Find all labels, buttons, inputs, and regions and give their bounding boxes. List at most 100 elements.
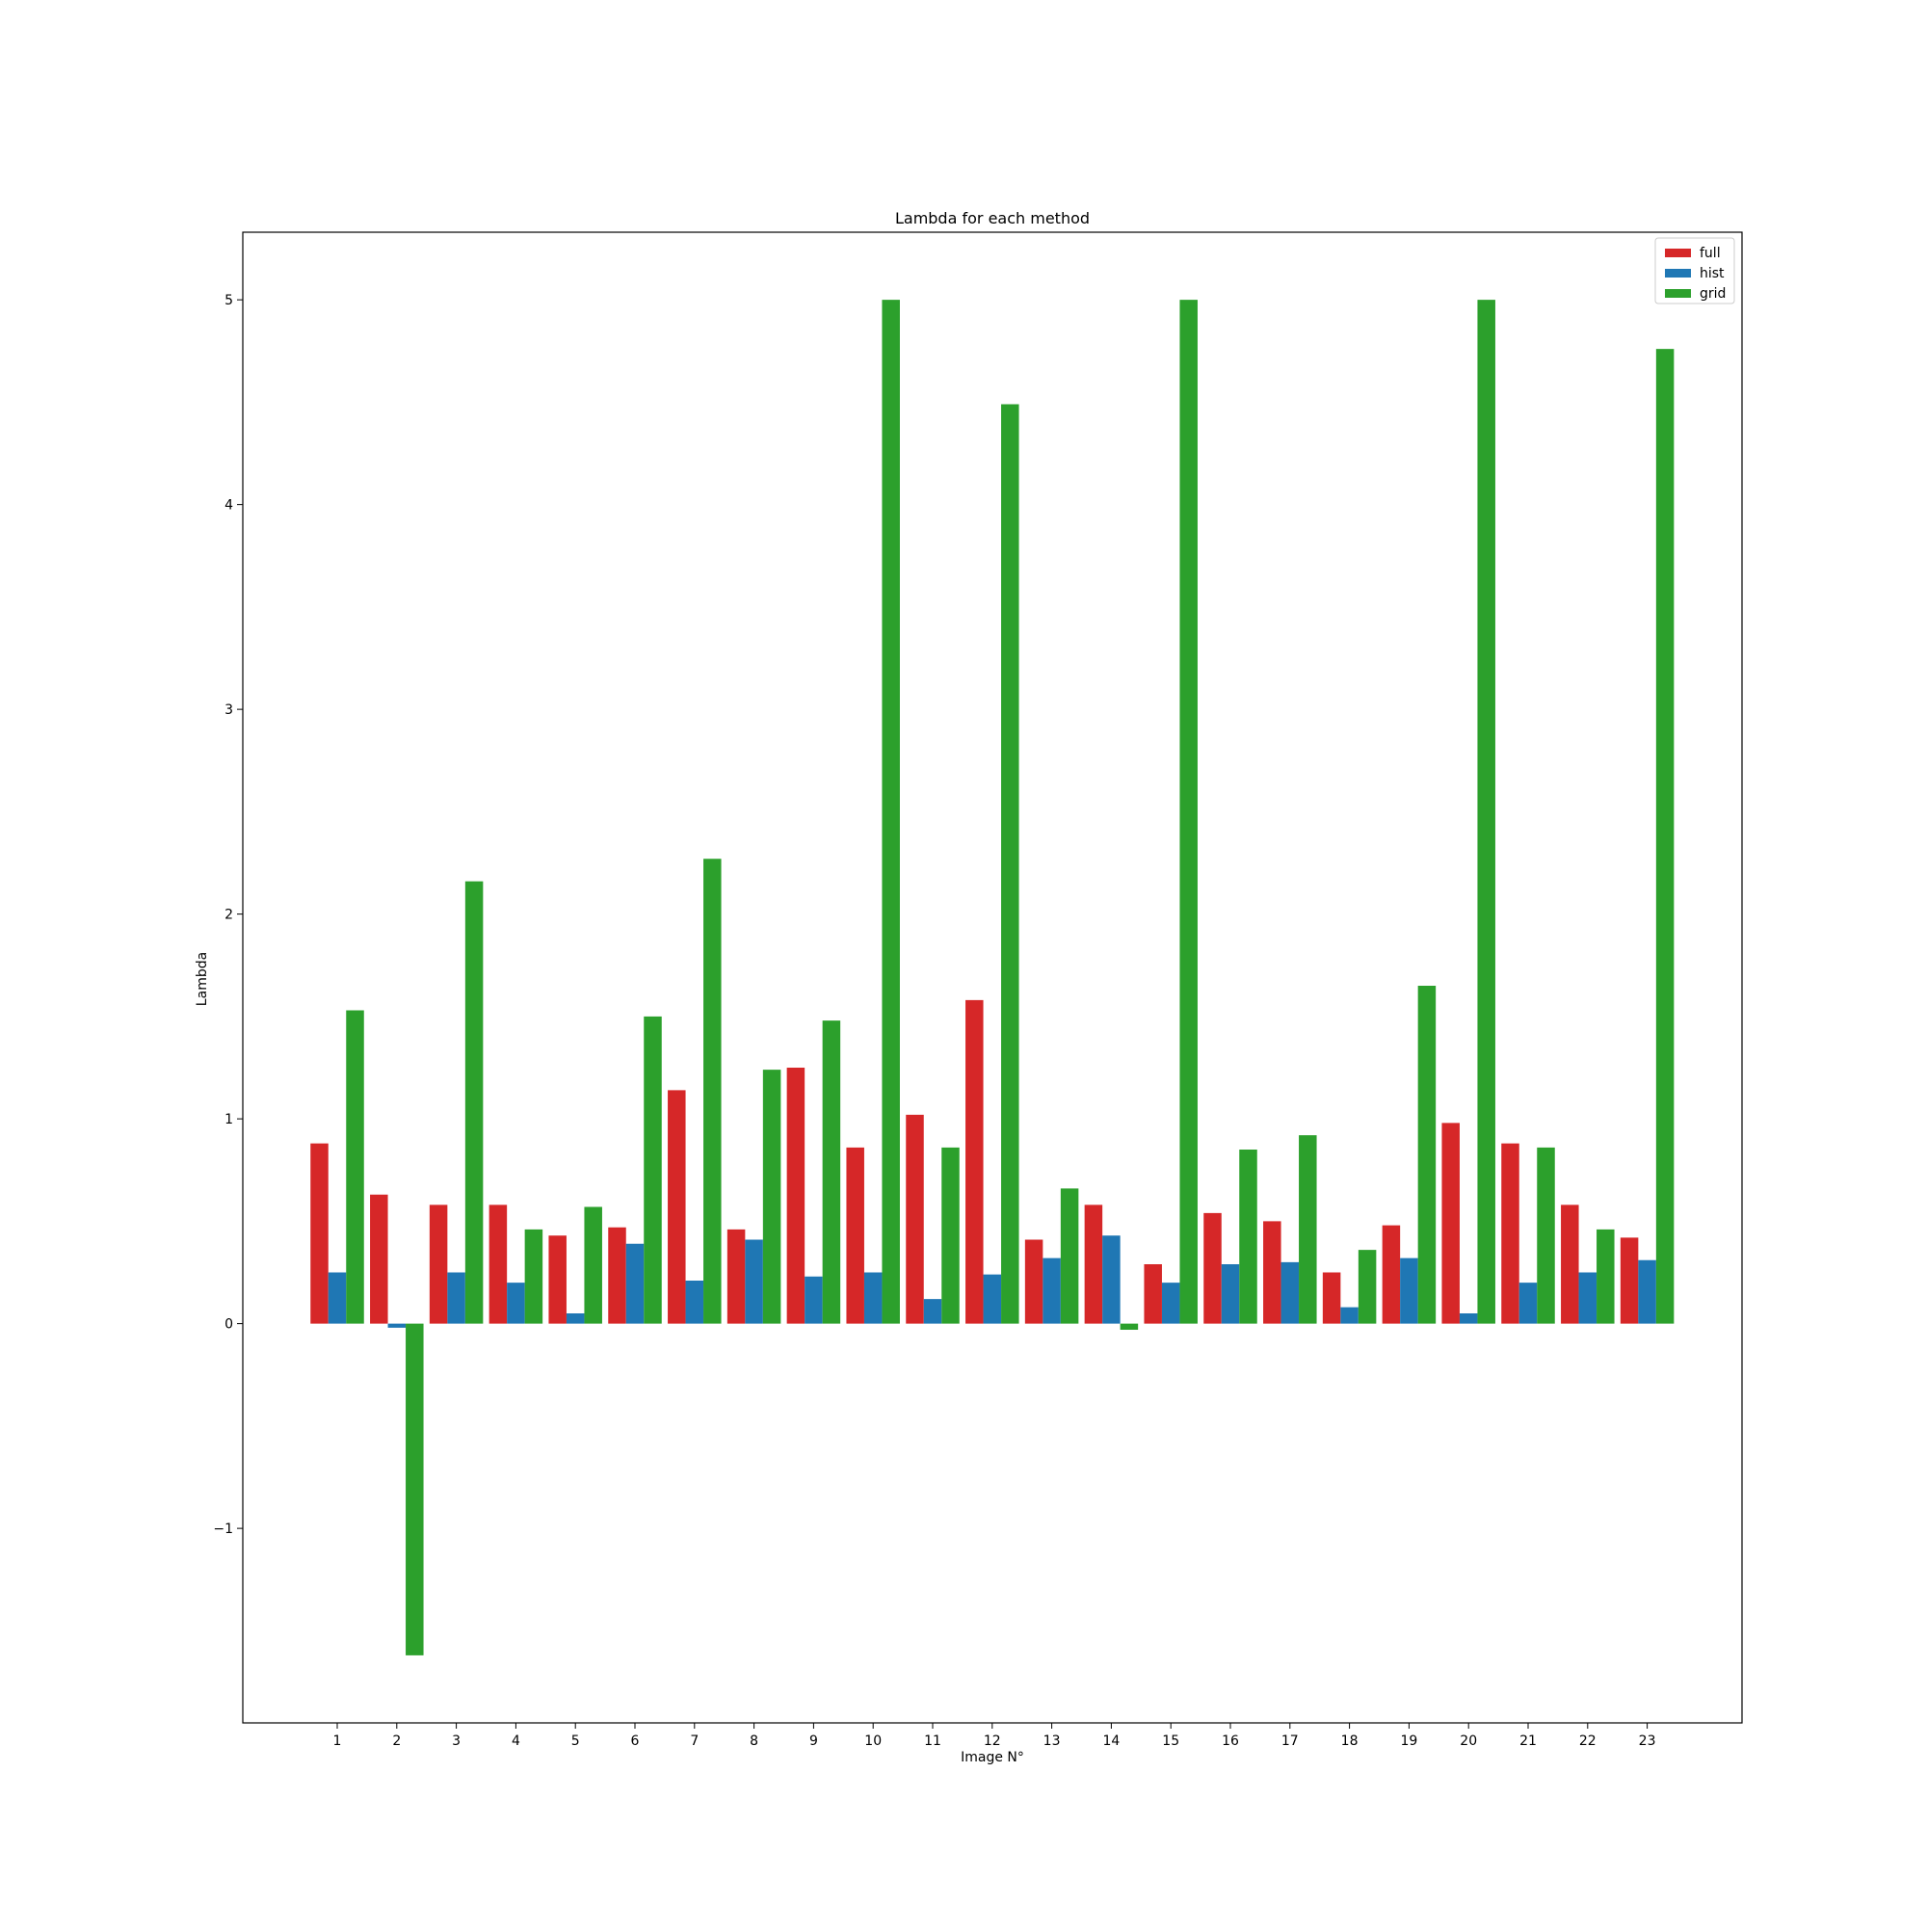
y-tick-label: 5 xyxy=(224,293,233,308)
bar-grid-3 xyxy=(464,881,484,1324)
bar-grid-12 xyxy=(1001,404,1019,1324)
bar-hist-19 xyxy=(1400,1257,1418,1324)
bar-grid-18 xyxy=(1358,1250,1377,1324)
y-tick-label: 2 xyxy=(224,908,233,923)
x-tick-label: 7 xyxy=(690,1734,699,1749)
x-tick-label: 19 xyxy=(1400,1734,1417,1749)
bar-grid-19 xyxy=(1417,986,1437,1324)
x-tick-label: 23 xyxy=(1639,1734,1656,1749)
bar-full-4 xyxy=(488,1204,508,1324)
bar-full-10 xyxy=(846,1147,864,1324)
x-tick-label: 17 xyxy=(1281,1734,1299,1749)
legend-label-full: full xyxy=(1700,246,1721,261)
bar-hist-22 xyxy=(1578,1272,1597,1324)
x-tick-label: 13 xyxy=(1043,1734,1061,1749)
bar-full-11 xyxy=(906,1114,924,1324)
bar-hist-11 xyxy=(923,1299,942,1324)
bar-hist-3 xyxy=(447,1272,465,1324)
bar-hist-12 xyxy=(983,1274,1002,1324)
bar-hist-1 xyxy=(328,1272,347,1324)
bar-full-22 xyxy=(1561,1204,1579,1324)
bar-grid-10 xyxy=(882,300,900,1324)
bar-full-12 xyxy=(965,999,984,1324)
bar-grid-17 xyxy=(1299,1135,1317,1324)
bar-full-5 xyxy=(548,1235,567,1324)
x-tick-label: 20 xyxy=(1460,1734,1477,1749)
x-tick-label: 16 xyxy=(1222,1734,1239,1749)
x-tick-label: 8 xyxy=(750,1734,758,1749)
bar-full-16 xyxy=(1203,1212,1222,1324)
y-tick-label: 1 xyxy=(224,1112,233,1127)
bar-hist-16 xyxy=(1221,1264,1240,1324)
bar-hist-20 xyxy=(1459,1313,1478,1324)
x-tick-label: 18 xyxy=(1341,1734,1359,1749)
bar-hist-23 xyxy=(1638,1259,1656,1324)
bar-full-6 xyxy=(608,1227,626,1324)
bar-full-8 xyxy=(726,1229,746,1324)
bar-full-1 xyxy=(310,1143,329,1324)
bar-hist-18 xyxy=(1340,1307,1359,1324)
bar-hist-9 xyxy=(805,1276,823,1324)
bar-full-14 xyxy=(1084,1204,1103,1324)
bar-grid-21 xyxy=(1537,1147,1555,1324)
x-tick-label: 10 xyxy=(864,1734,882,1749)
x-tick-label: 1 xyxy=(333,1734,342,1749)
x-tick-label: 4 xyxy=(512,1734,520,1749)
x-tick-label: 22 xyxy=(1579,1734,1597,1749)
bar-hist-10 xyxy=(863,1272,883,1324)
bar-full-2 xyxy=(370,1194,388,1324)
bar-grid-16 xyxy=(1239,1150,1257,1324)
x-axis-label: Image N° xyxy=(961,1750,1024,1765)
x-tick-label: 9 xyxy=(809,1734,818,1749)
bar-grid-11 xyxy=(941,1147,960,1324)
bar-hist-8 xyxy=(745,1239,763,1324)
bar-grid-6 xyxy=(644,1016,662,1324)
bar-grid-23 xyxy=(1655,349,1675,1324)
bars-layer xyxy=(310,300,1675,1655)
bar-grid-7 xyxy=(703,859,722,1324)
bar-full-17 xyxy=(1263,1221,1281,1324)
bar-hist-7 xyxy=(685,1281,704,1324)
legend-swatch-hist xyxy=(1665,269,1691,278)
bar-full-9 xyxy=(786,1068,805,1324)
x-tick-label: 5 xyxy=(571,1734,580,1749)
legend-swatch-full xyxy=(1665,249,1691,257)
bar-grid-13 xyxy=(1060,1188,1079,1324)
bar-grid-14 xyxy=(1120,1323,1139,1331)
legend: full hist grid xyxy=(1654,237,1735,304)
y-tick-label: 3 xyxy=(224,702,233,718)
bar-full-13 xyxy=(1024,1239,1043,1324)
bar-grid-9 xyxy=(822,1020,841,1324)
bar-grid-8 xyxy=(762,1070,781,1324)
bar-hist-5 xyxy=(566,1313,585,1324)
bar-full-18 xyxy=(1322,1272,1341,1324)
bar-grid-4 xyxy=(524,1229,543,1324)
y-tick-label: 0 xyxy=(224,1317,233,1333)
y-tick-label: −1 xyxy=(213,1522,233,1537)
legend-label-hist: hist xyxy=(1700,266,1725,281)
bar-hist-2 xyxy=(387,1323,407,1328)
legend-swatch-grid xyxy=(1665,289,1691,298)
legend-label-grid: grid xyxy=(1700,286,1726,302)
x-tick-label: 21 xyxy=(1519,1734,1537,1749)
x-tick-label: 2 xyxy=(392,1734,401,1749)
bar-grid-20 xyxy=(1477,300,1495,1324)
bar-grid-1 xyxy=(346,1010,364,1324)
bar-full-19 xyxy=(1382,1225,1401,1324)
x-tick-label: 12 xyxy=(984,1734,1001,1749)
bar-hist-6 xyxy=(625,1243,645,1324)
y-tick-label: 4 xyxy=(224,498,233,514)
x-tick-label: 3 xyxy=(452,1734,461,1749)
bar-full-21 xyxy=(1501,1143,1519,1324)
x-tick-label: 14 xyxy=(1102,1734,1120,1749)
bar-grid-2 xyxy=(406,1323,424,1655)
x-tick-label: 6 xyxy=(631,1734,640,1749)
chart-title: Lambda for each method xyxy=(895,209,1090,227)
bar-hist-17 xyxy=(1280,1261,1300,1324)
bar-grid-5 xyxy=(584,1206,602,1324)
x-tick-label: 15 xyxy=(1162,1734,1179,1749)
x-tick-label: 11 xyxy=(924,1734,941,1749)
